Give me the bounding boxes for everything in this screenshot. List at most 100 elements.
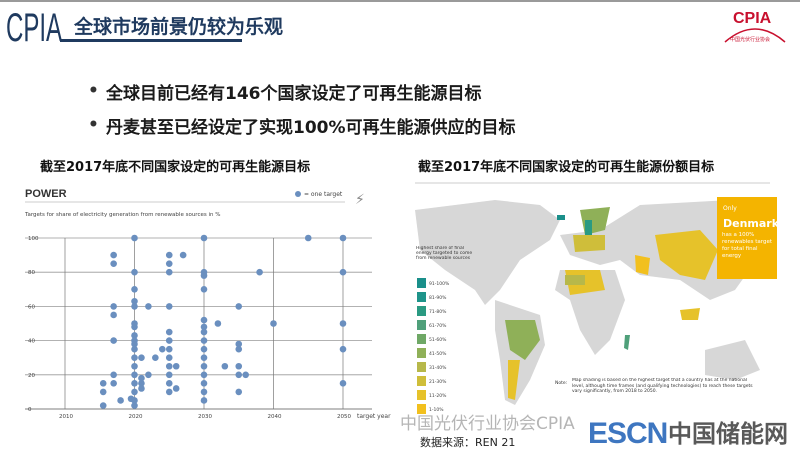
- data-point: [99, 380, 107, 387]
- data-point: [165, 354, 173, 361]
- map-legend-label: 71-80%: [429, 309, 447, 315]
- map-legend-label: 11-20%: [429, 393, 447, 399]
- x-tick-label: 2020: [129, 414, 143, 420]
- data-point: [131, 371, 138, 379]
- x-tick-label: 2050: [337, 414, 351, 420]
- map-legend-swatch: [417, 348, 426, 358]
- map-legend-label: 21-30%: [429, 379, 447, 385]
- data-point: [110, 337, 117, 344]
- map-note: Map shading is based on the highest targ…: [572, 378, 753, 394]
- data-point: [200, 316, 208, 324]
- data-point: [165, 337, 173, 344]
- data-point: [165, 388, 173, 396]
- y-tick-label: 100: [28, 236, 39, 242]
- data-point: [235, 340, 243, 348]
- data-point: [131, 380, 138, 387]
- data-point: [165, 345, 173, 353]
- data-point: [235, 345, 243, 353]
- data-point: [110, 380, 117, 387]
- title-underline: [60, 39, 242, 42]
- data-point: [214, 320, 222, 327]
- data-point: [200, 354, 208, 361]
- world-map: Only Denmark has a 100% renewables targe…: [400, 180, 800, 451]
- data-point: [131, 354, 138, 361]
- denmark-callout: [717, 197, 777, 279]
- data-point: [131, 340, 138, 348]
- data-point: [165, 380, 173, 387]
- data-point: [131, 297, 138, 305]
- colored-countries: [505, 207, 718, 400]
- data-point: [200, 234, 208, 242]
- data-point: [138, 380, 145, 387]
- data-point: [221, 362, 229, 370]
- data-point: [339, 320, 347, 327]
- data-point: [235, 371, 243, 379]
- data-point: [99, 402, 107, 409]
- wechat-watermark: 中国光伏行业协会CPIA: [400, 414, 575, 434]
- data-point: [165, 362, 173, 370]
- data-point: [110, 311, 117, 319]
- bullet-text: 全球目前已经有146个国家设定了可再生能源目标: [106, 83, 482, 104]
- map-legend-label: 91-100%: [429, 281, 450, 287]
- data-point: [131, 332, 138, 339]
- scatter-svg: POWER Targets for share of electricity g…: [24, 188, 391, 420]
- callout-text: has a 100% renewables target for total f…: [722, 232, 773, 259]
- map-legend-swatch: [417, 292, 426, 302]
- data-point: [235, 362, 243, 370]
- bullet-item: • 丹麦甚至已经设定了实现100%可再生能源供应的目标: [88, 108, 516, 142]
- data-point: [200, 323, 208, 331]
- data-point: [131, 303, 138, 310]
- data-point: [339, 380, 347, 387]
- data-point: [131, 234, 138, 242]
- corner-logo: CPIA 中国光伏行业协会: [720, 8, 790, 48]
- x-axis-label: target year: [357, 413, 391, 420]
- chart-subtitle: Targets for share of electricity generat…: [24, 212, 220, 218]
- data-point: [131, 323, 138, 331]
- bullet-text: 丹麦甚至已经设定了实现100%可再生能源供应的目标: [106, 117, 516, 138]
- data-point: [165, 260, 173, 267]
- map-legend-swatch: [417, 362, 426, 372]
- map-legend-swatch: [417, 376, 426, 386]
- data-point: [131, 362, 138, 370]
- data-point: [179, 251, 187, 259]
- data-point: [165, 251, 173, 259]
- scatter-chart: POWER Targets for share of electricity g…: [0, 180, 400, 420]
- data-point: [165, 371, 173, 379]
- data-point: [256, 268, 263, 276]
- data-point: [159, 345, 166, 353]
- data-point: [200, 380, 208, 387]
- map-legend-title: Highest share of final energy targeted t…: [416, 246, 473, 261]
- data-point: [242, 371, 249, 379]
- data-point: [165, 303, 173, 310]
- chart-title: POWER: [25, 188, 67, 200]
- escn-cn-watermark: 中国储能网: [668, 420, 788, 448]
- data-point: [152, 354, 159, 361]
- callout-country: Denmark: [723, 217, 780, 230]
- y-tick-label: 20: [28, 373, 35, 379]
- map-legend-label: 81-90%: [429, 295, 447, 301]
- data-point: [270, 320, 277, 327]
- data-point: [200, 345, 208, 353]
- data-point: [131, 402, 138, 409]
- left-caption: 截至2017年底不同国家设定的可再生能源目标: [40, 160, 311, 175]
- plug-icon: ⚡: [355, 192, 365, 208]
- data-point: [304, 234, 312, 242]
- data-point: [110, 371, 117, 379]
- corner-logo-sub: 中国光伏行业协会: [730, 37, 771, 43]
- data-point: [99, 388, 107, 396]
- data-point: [131, 397, 138, 404]
- data-point: [145, 303, 152, 310]
- escn-watermark: ESCN: [588, 417, 668, 450]
- data-point: [172, 385, 180, 392]
- x-tick-label: 2010: [59, 414, 73, 420]
- callout-pre: Only: [723, 205, 737, 212]
- data-point: [200, 362, 208, 370]
- data-point: [200, 397, 208, 404]
- data-point: [165, 268, 173, 276]
- x-tick-label: 2040: [268, 414, 282, 420]
- data-source: 数据来源：REN 21: [420, 436, 516, 449]
- bullet-item: • 全球目前已经有146个国家设定了可再生能源目标: [88, 74, 516, 108]
- map-legend-swatch: [417, 404, 426, 414]
- data-point: [200, 388, 208, 396]
- data-point: [172, 362, 180, 370]
